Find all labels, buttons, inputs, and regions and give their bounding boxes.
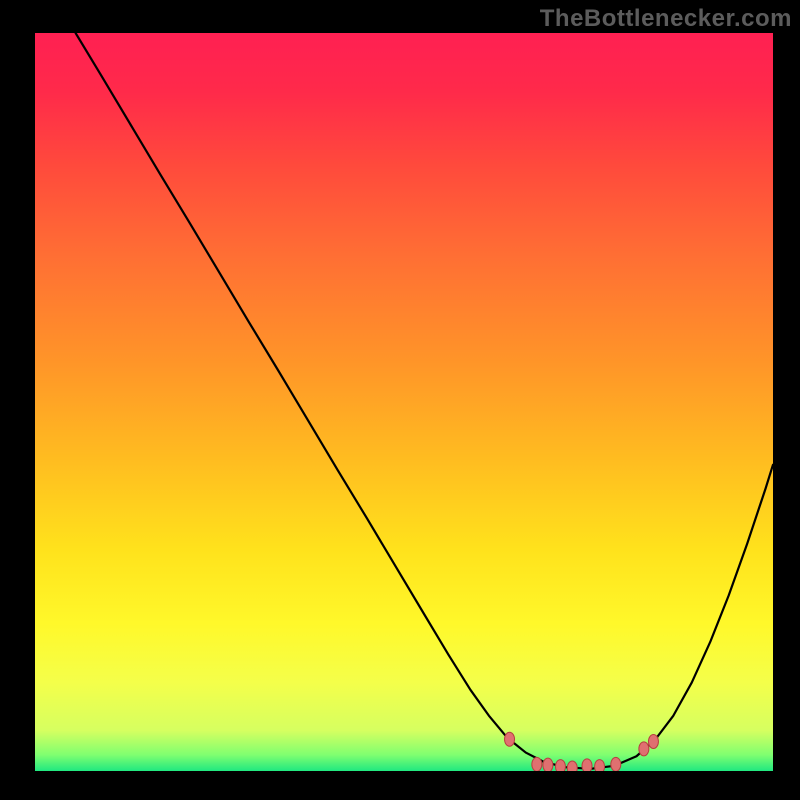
data-marker (639, 742, 649, 756)
data-marker (611, 757, 621, 771)
watermark-text: TheBottlenecker.com (540, 5, 792, 33)
data-marker (595, 760, 605, 771)
data-marker (582, 759, 592, 771)
data-marker (555, 760, 565, 771)
plot-area (35, 33, 773, 771)
data-marker (532, 757, 542, 771)
data-marker (505, 732, 515, 746)
data-marker (648, 734, 658, 748)
gradient-background (35, 33, 773, 771)
data-marker (543, 758, 553, 771)
chart-container: TheBottlenecker.com (0, 0, 800, 800)
data-marker (567, 761, 577, 771)
chart-svg (35, 33, 773, 771)
